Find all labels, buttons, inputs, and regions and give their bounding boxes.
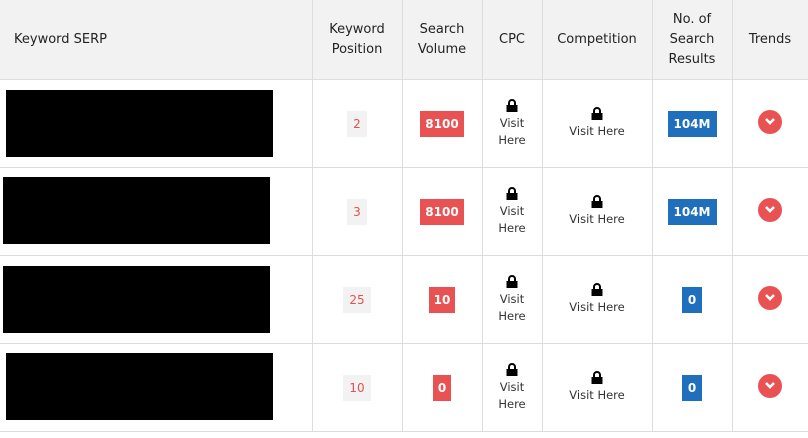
header-row: Keyword SERP Keyword Position Search Vol… bbox=[0, 0, 808, 80]
keyword-cell bbox=[0, 343, 313, 432]
position-badge: 3 bbox=[347, 198, 367, 225]
header-results: No. of Search Results bbox=[652, 0, 733, 80]
chevron-down-icon bbox=[765, 294, 775, 301]
chevron-down-icon bbox=[765, 118, 775, 125]
header-trends: Trends bbox=[732, 0, 808, 80]
results-badge: 104M bbox=[667, 198, 717, 225]
results-badge: 0 bbox=[681, 374, 703, 401]
lock-icon bbox=[591, 107, 603, 120]
competition-visit-link[interactable]: Visit Here bbox=[569, 300, 625, 314]
position-badge: 2 bbox=[347, 110, 367, 137]
cpc-visit-link[interactable]: Visit Here bbox=[498, 291, 526, 323]
results-badge: 0 bbox=[681, 286, 703, 313]
volume-badge: 10 bbox=[428, 286, 456, 313]
cpc-visit-link[interactable]: Visit Here bbox=[498, 379, 526, 411]
table-row: 2 8100 Visit Here Visit Here 104M bbox=[0, 79, 808, 168]
lock-icon bbox=[591, 195, 603, 208]
lock-icon bbox=[506, 186, 518, 200]
trends-expand-button[interactable] bbox=[758, 286, 782, 310]
lock-icon bbox=[591, 283, 603, 296]
volume-badge: 8100 bbox=[420, 110, 464, 137]
results-badge: 104M bbox=[667, 110, 717, 137]
header-position: Keyword Position bbox=[312, 0, 403, 80]
lock-icon bbox=[591, 371, 603, 384]
header-volume: Search Volume bbox=[402, 0, 483, 80]
position-badge: 10 bbox=[343, 374, 371, 401]
chevron-down-icon bbox=[765, 206, 775, 213]
redacted-keyword bbox=[3, 177, 270, 244]
keyword-cell bbox=[0, 255, 313, 344]
competition-visit-link[interactable]: Visit Here bbox=[569, 124, 625, 138]
trends-expand-button[interactable] bbox=[758, 374, 782, 398]
redacted-keyword bbox=[3, 266, 270, 333]
lock-icon bbox=[506, 274, 518, 288]
keyword-cell bbox=[0, 167, 313, 256]
volume-badge: 8100 bbox=[420, 198, 464, 225]
table-row: 3 8100 Visit Here Visit Here 104M bbox=[0, 167, 808, 256]
table-row: 10 0 Visit Here Visit Here 0 bbox=[0, 343, 808, 432]
keyword-cell bbox=[0, 79, 313, 168]
cpc-visit-link[interactable]: Visit Here bbox=[498, 115, 526, 147]
cpc-visit-link[interactable]: Visit Here bbox=[498, 203, 526, 235]
competition-visit-link[interactable]: Visit Here bbox=[569, 212, 625, 226]
lock-icon bbox=[506, 362, 518, 376]
table-row: 25 10 Visit Here Visit Here 0 bbox=[0, 255, 808, 344]
position-badge: 25 bbox=[343, 286, 371, 313]
redacted-keyword bbox=[6, 90, 273, 157]
competition-visit-link[interactable]: Visit Here bbox=[569, 388, 625, 402]
header-cpc: CPC bbox=[482, 0, 543, 80]
volume-badge: 0 bbox=[432, 374, 452, 401]
trends-expand-button[interactable] bbox=[758, 198, 782, 222]
header-keyword: Keyword SERP bbox=[0, 0, 313, 80]
lock-icon bbox=[506, 98, 518, 112]
header-competition: Competition bbox=[542, 0, 653, 80]
chevron-down-icon bbox=[765, 382, 775, 389]
trends-expand-button[interactable] bbox=[758, 110, 782, 134]
redacted-keyword bbox=[6, 353, 273, 420]
